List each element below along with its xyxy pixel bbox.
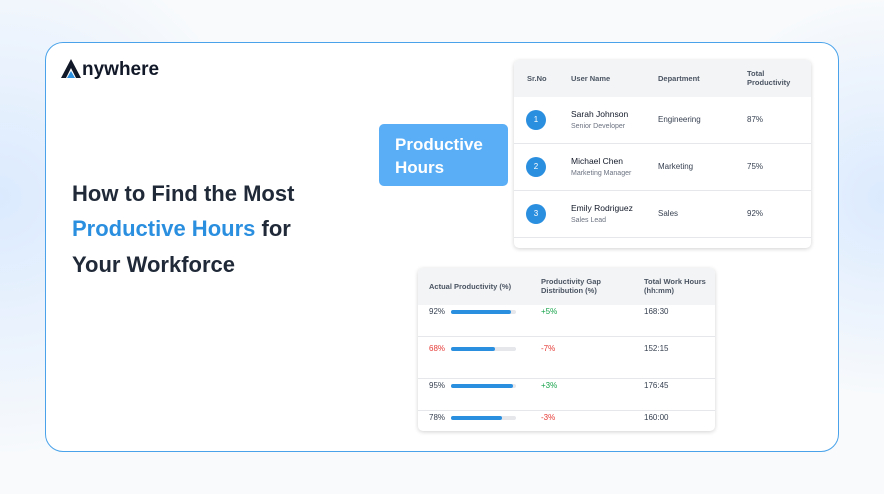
actual-label: 95% — [429, 381, 446, 390]
table-header — [514, 60, 811, 97]
row-divider — [418, 410, 715, 411]
productivity-bar — [451, 384, 513, 388]
heading-highlight: Productive Hours — [72, 216, 256, 241]
column-header: User Name — [571, 74, 611, 83]
total-productivity: 75% — [747, 162, 764, 171]
productivity-bar — [451, 416, 502, 420]
logo-icon — [61, 59, 81, 78]
bar-track — [451, 384, 516, 388]
user-name: Emily Rodriguez — [571, 203, 633, 213]
heading-line: Productive Hours for — [72, 216, 291, 242]
user-name: Sarah Johnson — [571, 109, 629, 119]
row-number: 2 — [526, 157, 546, 177]
column-header: Department — [658, 74, 700, 83]
actual-label: 78% — [429, 413, 446, 422]
bar-track — [451, 347, 516, 351]
row-divider — [418, 378, 715, 379]
bar-track — [451, 416, 516, 420]
department: Marketing — [658, 162, 694, 171]
badge-text: Hours — [395, 158, 445, 177]
heading-line: Your Workforce — [72, 252, 235, 277]
column-header: Total Work Hours (hh:mm) — [644, 277, 706, 295]
bar-track — [451, 310, 516, 314]
column-header: Sr.No — [527, 74, 547, 83]
gap-label: +5% — [541, 307, 558, 316]
row-divider — [514, 143, 811, 144]
row-divider — [514, 190, 811, 191]
user-role: Marketing Manager — [571, 170, 632, 177]
logo: nywhere — [82, 59, 160, 80]
gap-label: -7% — [541, 344, 556, 353]
row-divider — [514, 237, 811, 238]
badge: Productive Hours — [379, 124, 508, 186]
row-number: 1 — [526, 110, 546, 130]
work-hours: 160:00 — [644, 413, 669, 422]
productivity-bar — [451, 347, 496, 351]
user-role: Senior Developer — [571, 123, 626, 130]
stats-table: Actual Productivity (%) Productivity Gap … — [418, 268, 715, 431]
work-hours: 168:30 — [644, 307, 669, 316]
heading-text: for — [261, 216, 291, 241]
department: Sales — [658, 209, 679, 218]
user-role: Sales Lead — [571, 217, 607, 224]
productivity-bar — [451, 310, 511, 314]
badge-text: Productive — [395, 135, 483, 154]
column-header: Productivity Gap Distribution (%) — [541, 277, 602, 295]
table-header — [418, 268, 715, 305]
row-divider — [418, 336, 715, 337]
gap-label: +3% — [541, 381, 558, 390]
total-productivity: 92% — [747, 209, 764, 218]
users-table: Sr.No User Name Department Total Productivi… — [514, 60, 811, 248]
row-number: 3 — [526, 204, 546, 224]
department: Engineering — [658, 115, 701, 124]
user-name: Michael Chen — [571, 156, 623, 166]
gap-label: -3% — [541, 413, 556, 422]
total-productivity: 87% — [747, 115, 764, 124]
actual-label: 68% — [429, 344, 446, 353]
work-hours: 152:15 — [644, 344, 669, 353]
heading-line: How to Find the Most — [72, 181, 295, 206]
work-hours: 176:45 — [644, 381, 669, 390]
actual-label: 92% — [429, 307, 446, 316]
column-header: Actual Productivity (%) — [429, 282, 512, 291]
column-header: Total Productivity — [747, 69, 791, 87]
